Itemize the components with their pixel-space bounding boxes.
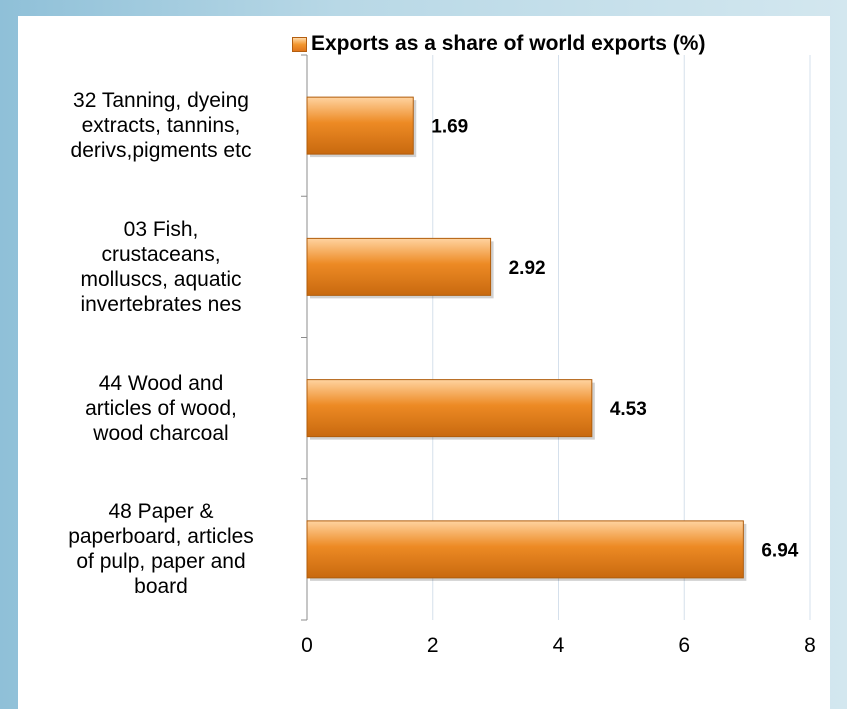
data-label: 4.53: [610, 399, 647, 420]
legend: Exports as a share of world exports (%): [292, 32, 705, 56]
bar: [306, 237, 492, 296]
x-tick-label: 2: [427, 634, 439, 657]
category-label: 03 Fish, crustaceans, molluscs, aquatic …: [80, 217, 242, 316]
bar: [306, 379, 593, 438]
bar: [306, 96, 414, 155]
legend-swatch: [292, 36, 307, 52]
x-tick-label: 0: [301, 634, 313, 657]
category-label: 32 Tanning, dyeing extracts, tannins, de…: [70, 89, 252, 163]
data-label: 2.92: [509, 258, 546, 279]
x-tick-label: 6: [678, 634, 690, 657]
data-label: 6.94: [761, 540, 798, 561]
bar: [306, 520, 744, 579]
category-label: 44 Wood and articles of wood, wood charc…: [85, 371, 237, 445]
chart-panel: [18, 16, 830, 709]
legend-label: Exports as a share of world exports (%): [311, 32, 706, 55]
x-tick-label: 4: [553, 634, 565, 657]
data-label: 1.69: [431, 117, 468, 138]
category-label: 48 Paper & paperboard, articles of pulp,…: [68, 500, 254, 599]
x-tick-label: 8: [804, 634, 816, 657]
